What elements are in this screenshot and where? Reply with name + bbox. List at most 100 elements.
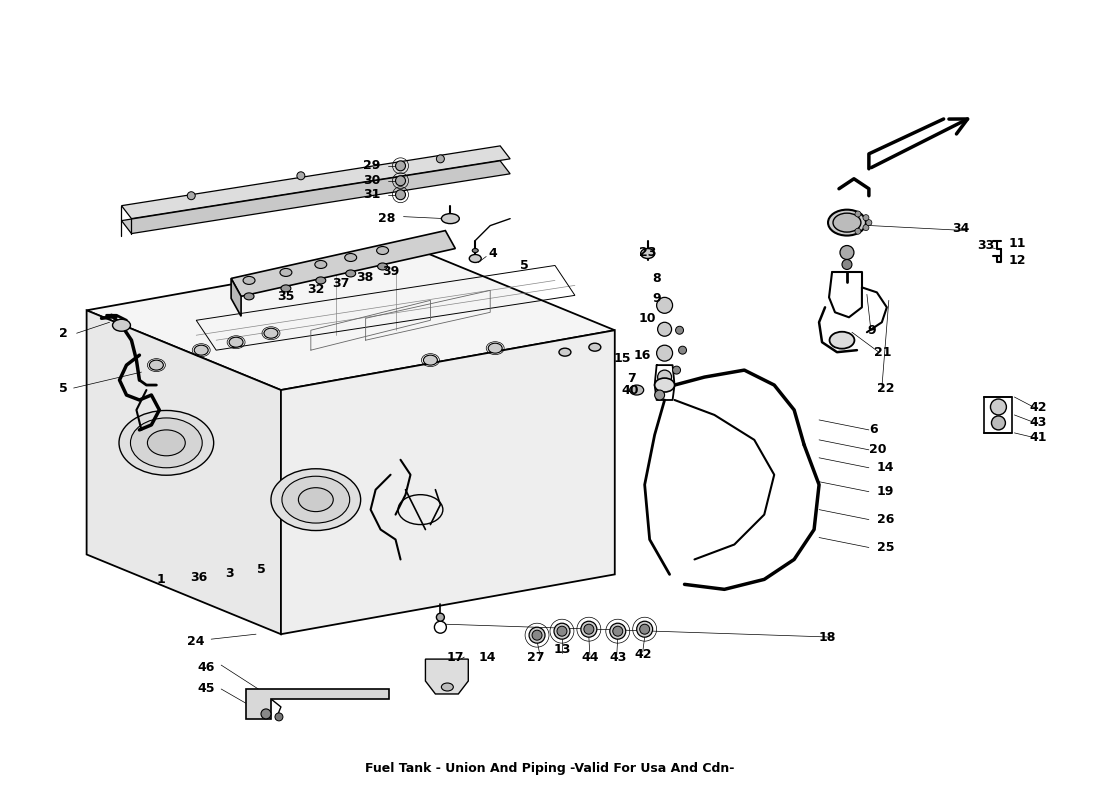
Polygon shape: [87, 310, 280, 634]
Circle shape: [437, 155, 444, 163]
Polygon shape: [121, 146, 510, 218]
Ellipse shape: [344, 254, 356, 262]
Text: 22: 22: [877, 382, 894, 394]
Polygon shape: [231, 278, 241, 316]
Text: 19: 19: [877, 485, 894, 498]
Text: 31: 31: [363, 188, 381, 202]
Circle shape: [581, 622, 597, 637]
Circle shape: [840, 246, 854, 259]
Circle shape: [855, 228, 861, 234]
Ellipse shape: [279, 269, 292, 277]
Text: 40: 40: [621, 383, 638, 397]
Ellipse shape: [559, 348, 571, 356]
Ellipse shape: [112, 319, 131, 331]
Text: 27: 27: [527, 650, 544, 664]
Ellipse shape: [264, 328, 278, 338]
Ellipse shape: [470, 254, 481, 262]
Text: 5: 5: [520, 259, 529, 272]
Ellipse shape: [271, 469, 361, 530]
Circle shape: [672, 366, 681, 374]
Ellipse shape: [345, 270, 355, 277]
Ellipse shape: [441, 214, 460, 224]
Circle shape: [609, 623, 626, 639]
Text: 20: 20: [869, 443, 887, 456]
Text: 41: 41: [1030, 431, 1047, 444]
Ellipse shape: [119, 410, 213, 475]
Text: 21: 21: [873, 346, 891, 358]
Circle shape: [657, 345, 672, 361]
Text: 5: 5: [59, 382, 68, 394]
Circle shape: [990, 399, 1006, 415]
Circle shape: [991, 416, 1005, 430]
Text: 9: 9: [867, 324, 876, 337]
Text: 14: 14: [877, 462, 894, 474]
Ellipse shape: [441, 683, 453, 691]
Circle shape: [679, 346, 686, 354]
Polygon shape: [87, 250, 615, 390]
Ellipse shape: [376, 246, 388, 254]
Text: 36: 36: [190, 571, 208, 584]
Text: 6: 6: [869, 423, 878, 436]
Text: 25: 25: [877, 541, 894, 554]
Ellipse shape: [243, 277, 255, 285]
Text: 28: 28: [378, 212, 396, 225]
Text: 12: 12: [1009, 254, 1026, 267]
Text: 18: 18: [818, 630, 836, 644]
Text: 2: 2: [59, 326, 68, 340]
Circle shape: [613, 626, 623, 636]
Text: 32: 32: [307, 283, 324, 296]
Circle shape: [396, 161, 406, 170]
Ellipse shape: [316, 277, 326, 284]
Text: 42: 42: [1030, 402, 1047, 414]
Ellipse shape: [282, 476, 350, 523]
Ellipse shape: [229, 338, 243, 347]
Ellipse shape: [244, 293, 254, 300]
Ellipse shape: [298, 488, 333, 512]
Text: 30: 30: [363, 174, 381, 187]
Text: 17: 17: [447, 650, 464, 664]
Text: 26: 26: [877, 513, 894, 526]
Ellipse shape: [315, 261, 327, 269]
Circle shape: [657, 298, 672, 314]
Ellipse shape: [828, 210, 866, 235]
Polygon shape: [280, 330, 615, 634]
Text: 43: 43: [609, 650, 627, 664]
Text: 34: 34: [952, 222, 969, 235]
Text: 1: 1: [157, 573, 166, 586]
Text: 45: 45: [197, 682, 215, 695]
Text: 8: 8: [652, 272, 661, 285]
Circle shape: [557, 626, 566, 636]
Circle shape: [864, 225, 869, 230]
Text: 14: 14: [478, 650, 496, 664]
Ellipse shape: [629, 385, 644, 395]
Text: 37: 37: [332, 277, 350, 290]
Text: 46: 46: [198, 661, 214, 674]
Text: 24: 24: [187, 634, 205, 648]
Text: 16: 16: [634, 349, 651, 362]
Ellipse shape: [640, 249, 654, 258]
Text: 5: 5: [256, 563, 265, 576]
Circle shape: [842, 259, 851, 270]
Circle shape: [529, 627, 544, 643]
Circle shape: [554, 623, 570, 639]
Ellipse shape: [131, 418, 202, 468]
Ellipse shape: [377, 263, 387, 270]
Text: 43: 43: [1030, 417, 1047, 430]
Circle shape: [437, 614, 444, 622]
Circle shape: [275, 713, 283, 721]
Text: 3: 3: [224, 567, 233, 580]
Text: 13: 13: [553, 642, 571, 656]
Ellipse shape: [280, 285, 290, 292]
Circle shape: [640, 624, 650, 634]
Text: 23: 23: [639, 246, 657, 259]
Text: 10: 10: [639, 312, 657, 325]
Text: 39: 39: [382, 265, 399, 278]
Ellipse shape: [147, 430, 185, 456]
Circle shape: [658, 370, 672, 384]
Ellipse shape: [588, 343, 601, 351]
Text: 15: 15: [614, 352, 631, 365]
Text: 44: 44: [581, 650, 598, 664]
Ellipse shape: [654, 378, 674, 392]
Text: 42: 42: [635, 648, 652, 661]
Ellipse shape: [150, 360, 163, 370]
